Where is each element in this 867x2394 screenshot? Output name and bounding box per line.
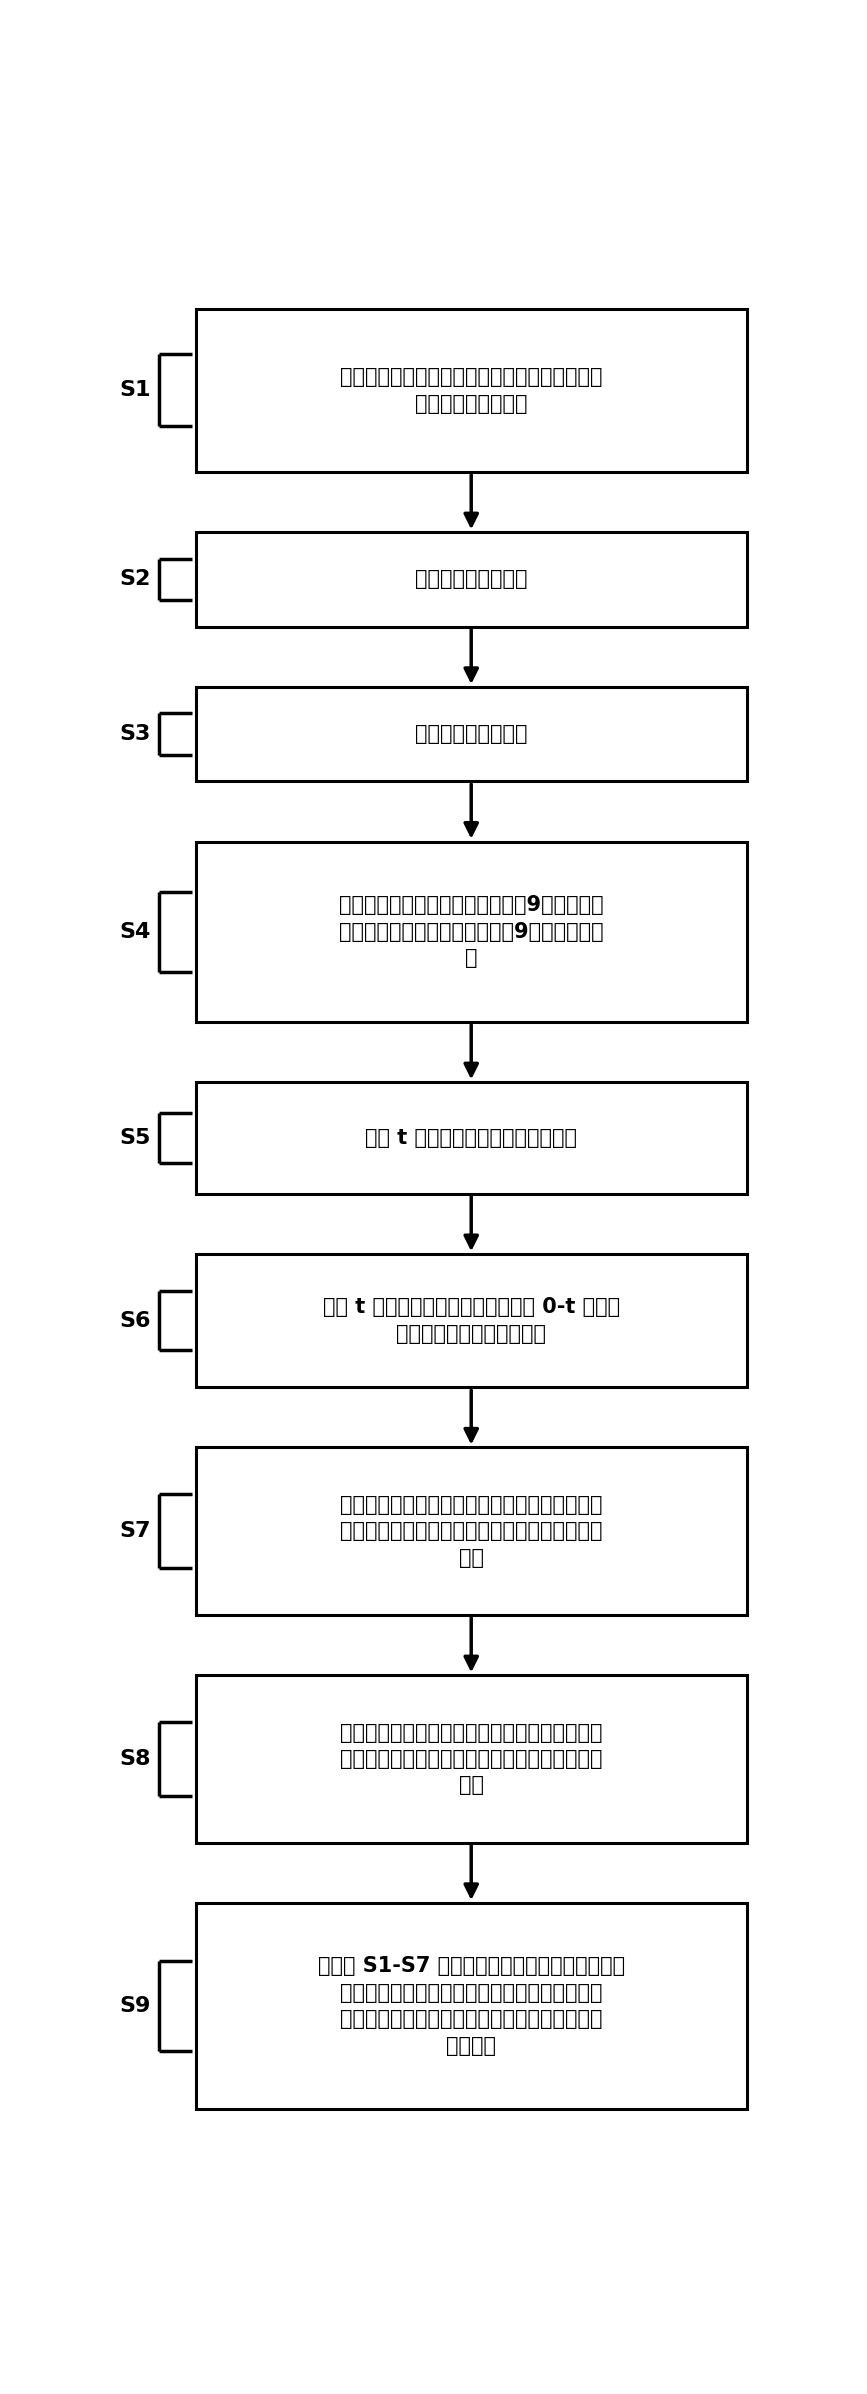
Bar	[196, 1448, 746, 1616]
Text: S6: S6	[119, 1310, 151, 1331]
Text: 通过分析标准肠镜视频、次标准肠镜视频、差质
量肠镜视频，划分稳定系数的安全、警告和危险
区间: 通过分析标准肠镜视频、次标准肠镜视频、差质 量肠镜视频，划分稳定系数的安全、警告…	[340, 1494, 603, 1568]
Text: 按步骤 S1-S7 实时监测内镜医师退镜操作的稳定
系数并反馈给医师，当速度超出安全范围时，发
出警告信号；当速度超出警告范围时，发出危险
报警信号: 按步骤 S1-S7 实时监测内镜医师退镜操作的稳定 系数并反馈给医师，当速度超出…	[317, 1956, 625, 2056]
Bar	[196, 1082, 746, 1195]
Text: S3: S3	[120, 723, 151, 745]
Text: S1: S1	[119, 381, 151, 400]
Text: S9: S9	[120, 1997, 151, 2016]
Bar	[196, 1676, 746, 1843]
Bar	[196, 309, 746, 472]
Text: 通过内镜检查设备获取肠镜实时视频，将视频解
码为图片，裁剪图片: 通过内镜检查设备获取肠镜实时视频，将视频解 码为图片，裁剪图片	[340, 366, 603, 414]
Bar	[196, 1254, 746, 1386]
Text: 将图片转化为灰度图: 将图片转化为灰度图	[415, 570, 527, 589]
Text: 计算 t 时间点肠镜图像的稳定系数和 0-t 时间段
内肠镜图像的平均稳定系数: 计算 t 时间点肠镜图像的稳定系数和 0-t 时间段 内肠镜图像的平均稳定系数	[323, 1298, 620, 1343]
Text: 获得图片的哈希指纹: 获得图片的哈希指纹	[415, 723, 527, 745]
Bar	[196, 531, 746, 627]
Text: S7: S7	[119, 1520, 151, 1542]
Text: S8: S8	[119, 1750, 151, 1769]
Text: S5: S5	[120, 1128, 151, 1149]
Bar	[196, 843, 746, 1022]
Text: 比较当前肠镜图片与当前图片之前9帧肠镜图片
的指纹，分别得到当前图片与前9帧图片的重叠
率: 比较当前肠镜图片与当前图片之前9帧肠镜图片 的指纹，分别得到当前图片与前9帧图片…	[339, 895, 603, 967]
Text: 计算 t 时间点肠镜图像的瞬时重叠率: 计算 t 时间点肠镜图像的瞬时重叠率	[365, 1128, 577, 1149]
Text: S4: S4	[120, 922, 151, 941]
Bar	[196, 1903, 746, 2109]
Bar	[196, 687, 746, 780]
Text: 通过分析标准肠镜视频、次标准肠镜视频、差质
量肠镜视频，划分稳定系数的安全、警告和危险
区间: 通过分析标准肠镜视频、次标准肠镜视频、差质 量肠镜视频，划分稳定系数的安全、警告…	[340, 1724, 603, 1796]
Text: S2: S2	[120, 570, 151, 589]
